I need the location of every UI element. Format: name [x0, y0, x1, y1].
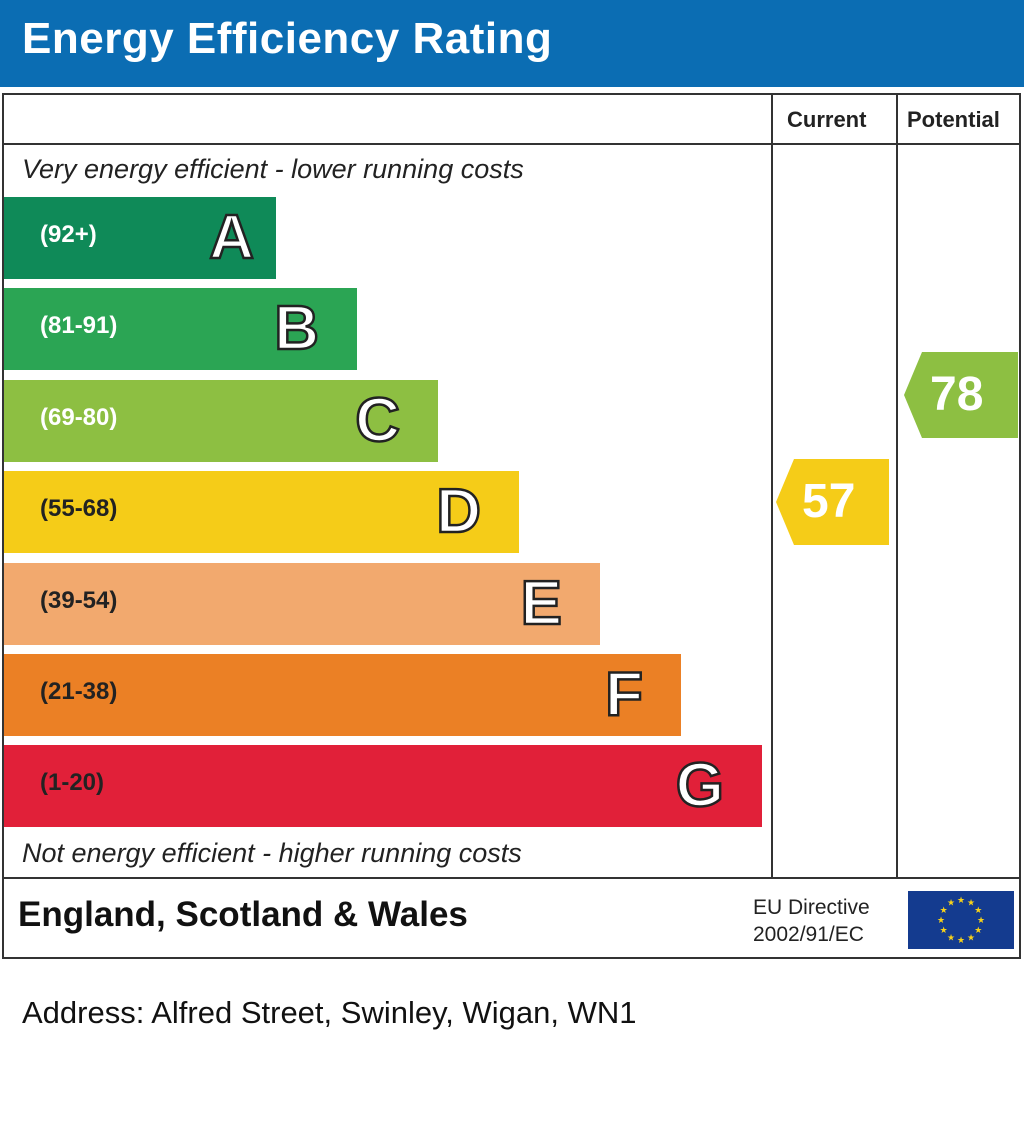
current-column-divider: [771, 93, 773, 879]
rating-band-d: (55-68) D: [4, 471, 519, 553]
eu-star-icon: ★: [957, 936, 965, 946]
rating-band-c: (69-80) C: [4, 380, 438, 462]
eu-flag-icon: ★ ★ ★ ★ ★ ★ ★ ★ ★ ★ ★ ★: [908, 891, 1014, 949]
eu-directive-label: EU Directive 2002/91/EC: [753, 894, 870, 948]
band-letter: F: [604, 659, 644, 731]
eu-star-icon: ★: [947, 933, 955, 943]
eu-star-icon: ★: [940, 906, 948, 916]
eu-star-icon: ★: [957, 896, 965, 906]
rating-band-f: (21-38) F: [4, 654, 681, 736]
band-letter: D: [435, 476, 482, 548]
potential-rating-pointer-arrow: [904, 352, 1018, 438]
eu-directive-line1: EU Directive: [753, 896, 870, 919]
footer-divider: [2, 877, 1021, 879]
current-rating-pointer-arrow: [776, 459, 889, 545]
potential-rating-pointer-value: 78: [930, 368, 984, 421]
efficient-note: Very energy efficient - lower running co…: [22, 154, 524, 184]
eu-star-icon: ★: [974, 906, 982, 916]
band-letter: B: [273, 293, 320, 365]
rating-band-a: (92+) A: [4, 197, 276, 279]
inefficient-note: Not energy efficient - higher running co…: [22, 838, 522, 868]
current-column-heading: Current: [787, 107, 867, 132]
rating-band-b: (81-91) B: [4, 288, 357, 370]
current-rating-pointer: 57: [776, 459, 889, 545]
eu-star-icon: ★: [937, 916, 945, 926]
eu-star-icon: ★: [974, 926, 982, 936]
address: Address: Alfred Street, Swinley, Wigan, …: [22, 995, 637, 1030]
band-letter: E: [519, 568, 563, 640]
rating-band-e: (39-54) E: [4, 563, 600, 645]
eu-star-icon: ★: [947, 899, 955, 909]
band-range-label: (69-80): [40, 404, 118, 431]
rating-band-g: (1-20) G: [4, 745, 762, 827]
band-range-label: (1-20): [40, 769, 105, 796]
eu-directive-line2: 2002/91/EC: [753, 923, 864, 946]
band-range-label: (92+): [40, 221, 97, 248]
chart-frame: [2, 93, 1021, 959]
band-range-label: (81-91): [40, 312, 118, 339]
page-title: Energy Efficiency Rating: [22, 14, 553, 63]
eu-star-icon: ★: [967, 933, 975, 943]
band-letter: C: [354, 385, 401, 457]
region-label: England, Scotland & Wales: [18, 895, 468, 934]
eu-star-icon: ★: [940, 926, 948, 936]
band-letter: G: [675, 750, 726, 822]
header-bar: Energy Efficiency Rating: [0, 0, 1024, 87]
band-range-label: (55-68): [40, 495, 118, 522]
eu-star-icon: ★: [967, 899, 975, 909]
potential-column-heading: Potential: [907, 107, 1000, 132]
band-range-label: (21-38): [40, 678, 118, 705]
header-divider: [2, 143, 1021, 145]
band-range-label: (39-54): [40, 587, 118, 614]
eu-star-icon: ★: [977, 916, 985, 926]
potential-column-divider: [896, 93, 898, 879]
potential-rating-pointer: 78: [904, 352, 1018, 438]
current-rating-pointer-value: 57: [802, 475, 856, 528]
band-letter: A: [208, 202, 255, 274]
